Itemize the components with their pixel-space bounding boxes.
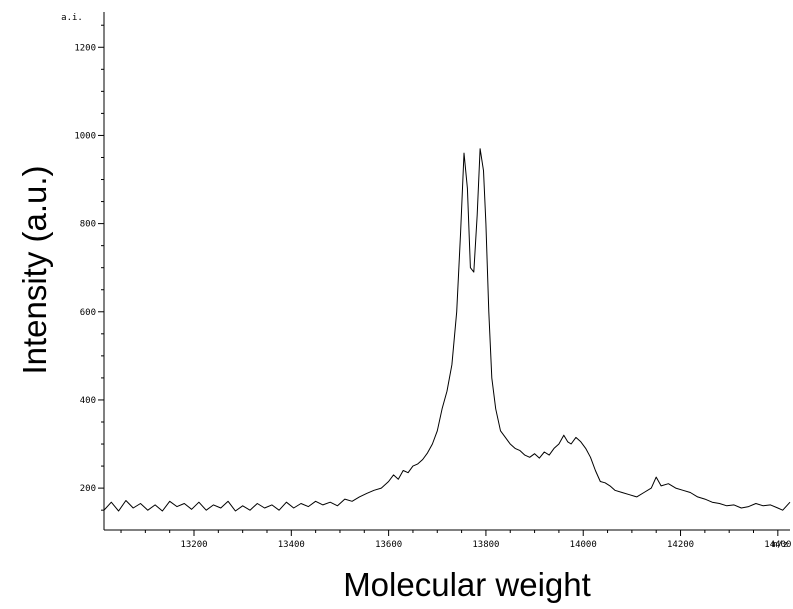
x-tick-label: 13400 (278, 540, 305, 550)
x-tick-label: 14400 (764, 540, 791, 550)
y-axis-unit: a.i. (61, 13, 83, 23)
y-axis-ticks: 200 400 600 800 1000 1200 (74, 24, 104, 511)
y-tick-label: 800 (80, 220, 96, 230)
x-axis-unit: m/z (772, 540, 788, 550)
plot-area (103, 148, 791, 512)
x-tick-label: 14200 (667, 540, 694, 550)
axes (103, 12, 790, 531)
y-tick-label: 400 (80, 396, 96, 406)
x-tick-label: 13800 (472, 540, 499, 550)
x-tick-label: 13600 (375, 540, 402, 550)
y-tick-label: 1200 (74, 43, 96, 53)
spectrum-line (103, 148, 791, 512)
x-tick-label: 14000 (570, 540, 597, 550)
x-tick-label: 13200 (180, 540, 207, 550)
x-axis-title: Molecular weight (343, 566, 591, 603)
y-tick-label: 600 (80, 308, 96, 318)
x-axis-ticks: 13200 13400 13600 13800 14000 14200 14400 (120, 530, 791, 550)
y-axis-title: Intensity (a.u.) (16, 165, 53, 374)
y-tick-label: 200 (80, 484, 96, 494)
y-tick-label: 1000 (74, 131, 96, 141)
